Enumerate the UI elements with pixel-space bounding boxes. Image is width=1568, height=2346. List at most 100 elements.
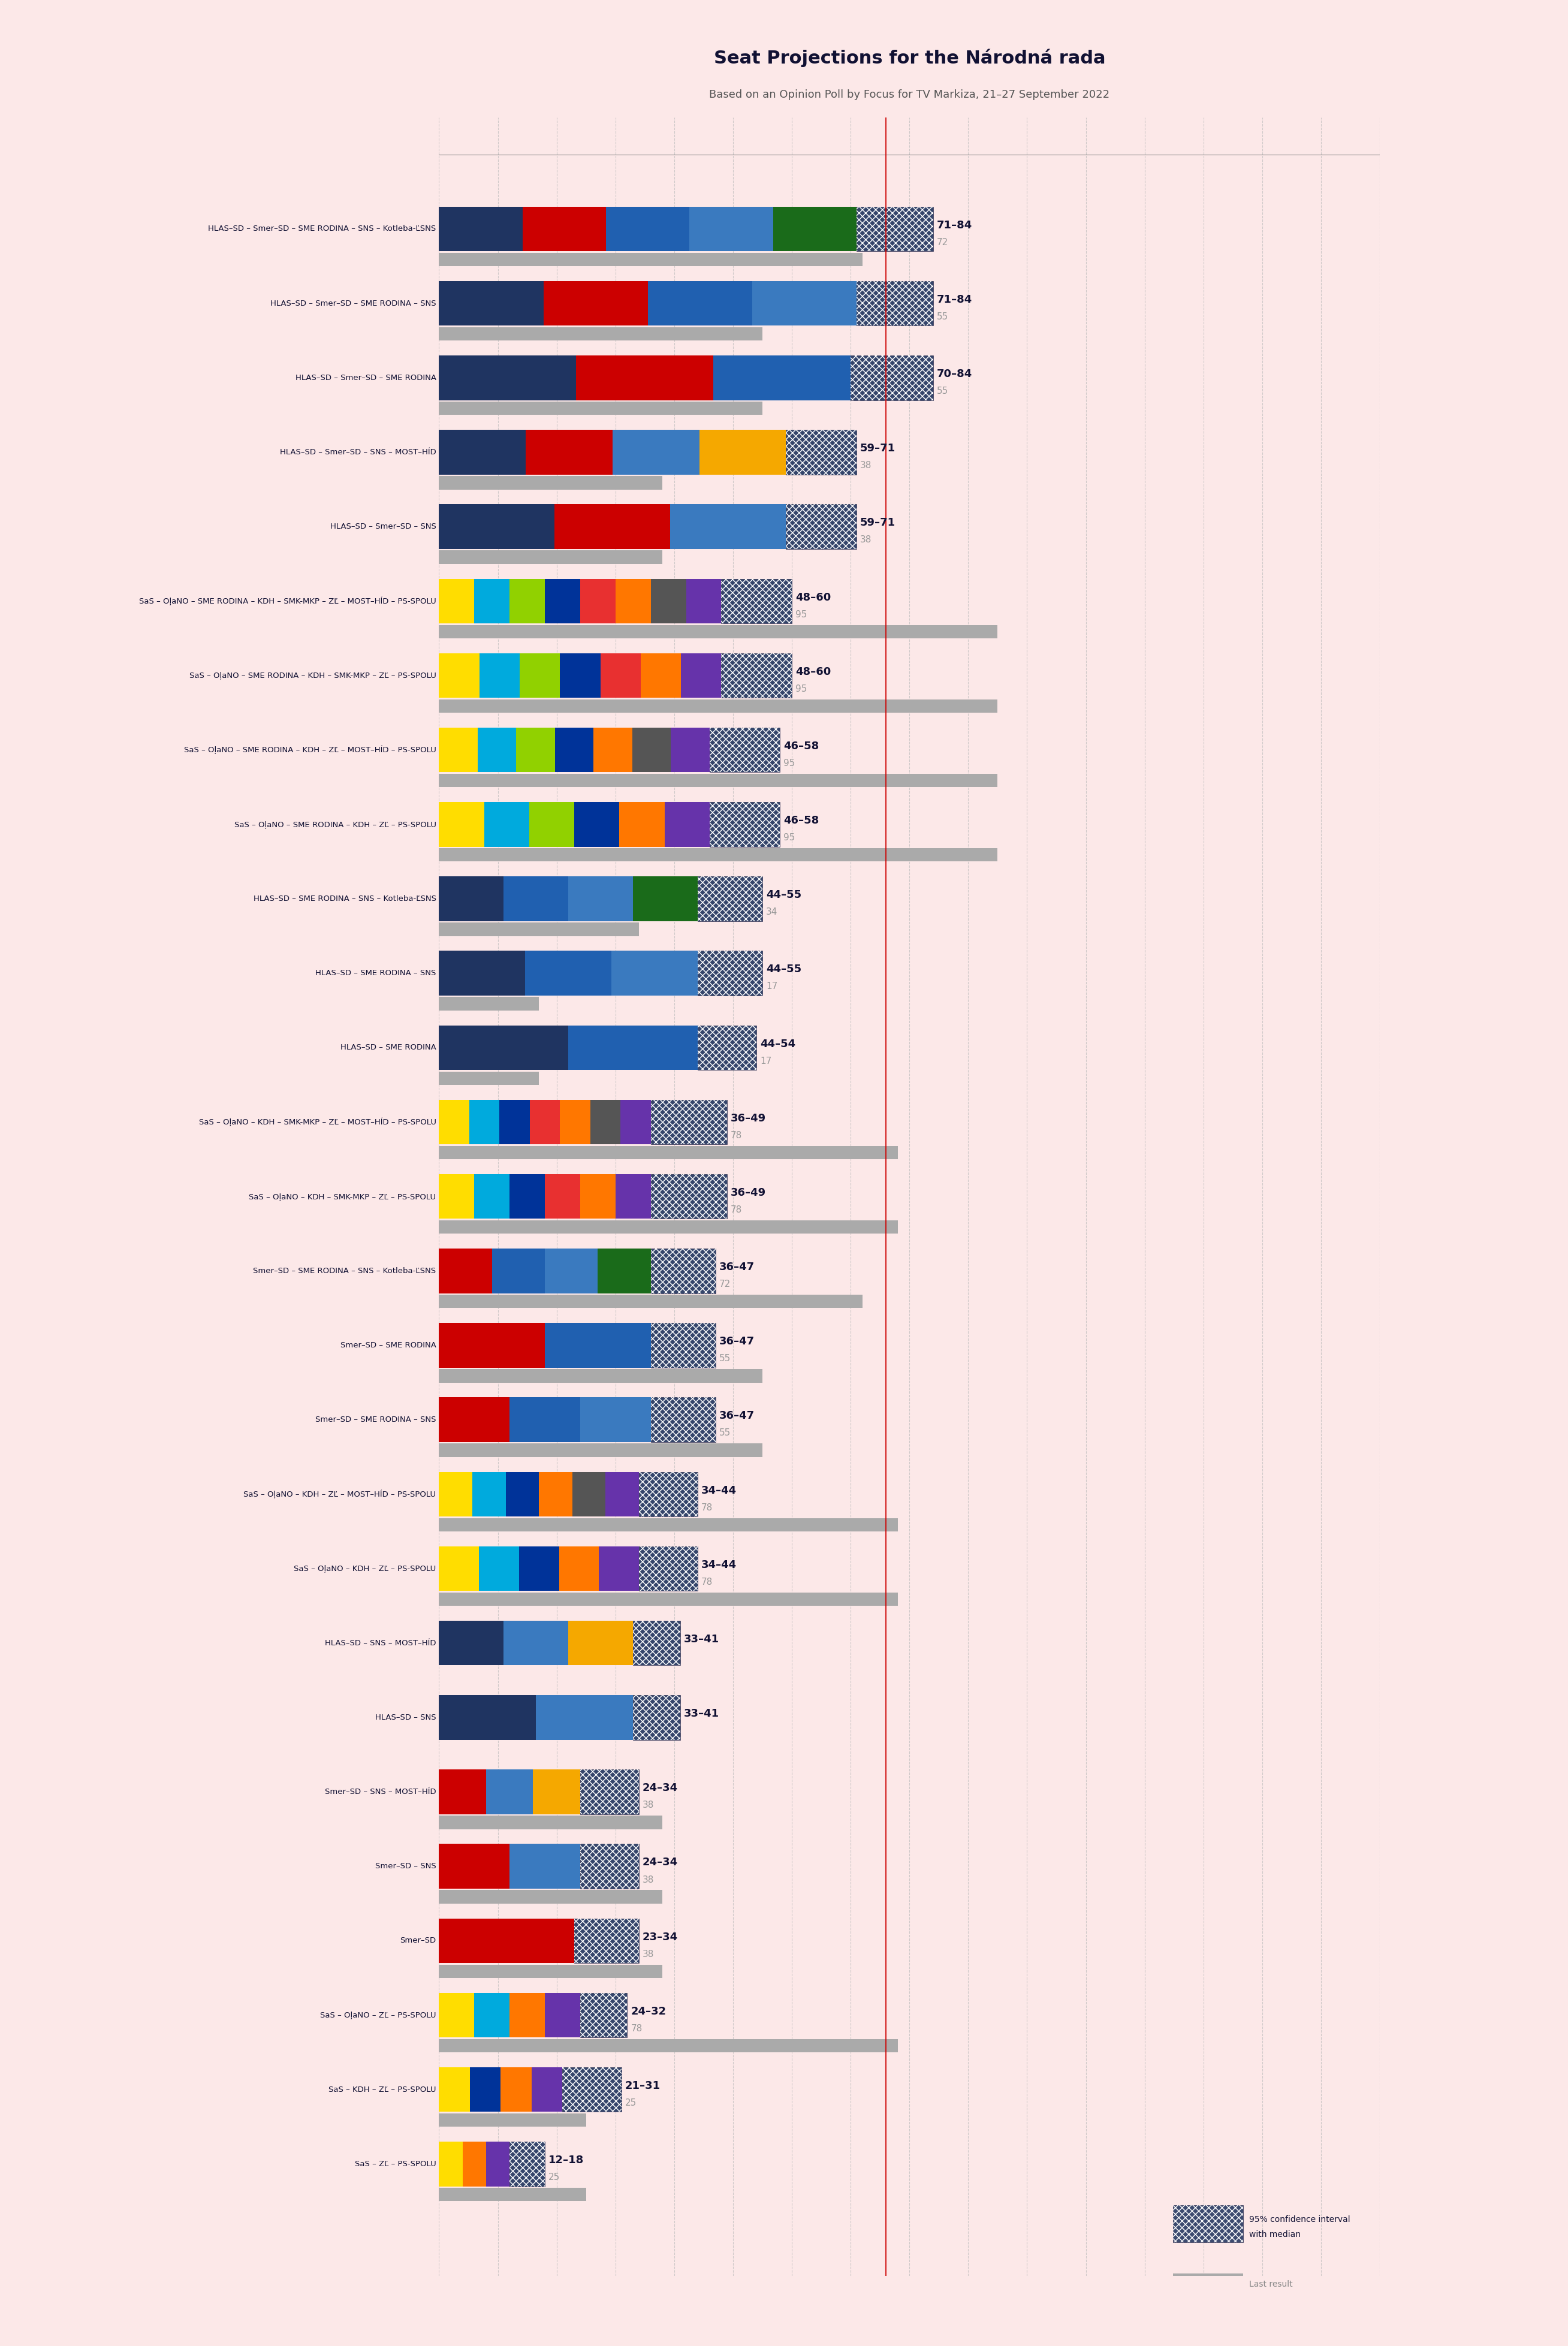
- Bar: [651, 1100, 728, 1145]
- Text: 78: 78: [701, 1504, 713, 1513]
- Text: 44–55: 44–55: [767, 964, 801, 976]
- Text: HLAS–SD – Smer–SD – SNS – MOST–HÍD: HLAS–SD – Smer–SD – SNS – MOST–HÍD: [279, 448, 436, 455]
- Bar: [651, 1100, 728, 1145]
- Bar: [687, 579, 721, 624]
- Bar: [439, 1323, 546, 1368]
- Bar: [492, 1248, 546, 1293]
- Bar: [850, 357, 933, 401]
- Bar: [546, 1173, 580, 1220]
- Bar: [546, 579, 580, 624]
- Text: 72: 72: [720, 1281, 731, 1288]
- Text: Smer–SD: Smer–SD: [400, 1938, 436, 1945]
- Bar: [698, 950, 762, 995]
- Bar: [633, 1621, 681, 1666]
- Text: 71–84: 71–84: [936, 221, 972, 230]
- Bar: [665, 802, 710, 847]
- Bar: [721, 652, 792, 697]
- Bar: [580, 1844, 640, 1889]
- Bar: [439, 579, 474, 624]
- Bar: [439, 551, 662, 563]
- Bar: [698, 877, 762, 922]
- Text: 95: 95: [795, 685, 808, 694]
- Bar: [615, 579, 651, 624]
- Bar: [605, 206, 690, 251]
- Bar: [439, 2114, 586, 2128]
- Bar: [651, 1398, 715, 1443]
- Text: HLAS–SD – Smer–SD – SNS: HLAS–SD – Smer–SD – SNS: [331, 523, 436, 530]
- Bar: [651, 1173, 728, 1220]
- Bar: [850, 357, 933, 401]
- Bar: [516, 727, 555, 772]
- Bar: [510, 1844, 580, 1889]
- Text: 38: 38: [859, 535, 872, 544]
- Bar: [474, 1992, 510, 2036]
- Bar: [555, 504, 671, 549]
- Bar: [648, 282, 753, 326]
- Bar: [439, 357, 577, 401]
- Bar: [1173, 2205, 1243, 2243]
- Bar: [505, 1471, 539, 1516]
- Bar: [651, 1248, 715, 1293]
- Text: 44–55: 44–55: [767, 889, 801, 901]
- Bar: [439, 1816, 662, 1830]
- Bar: [709, 802, 781, 847]
- Bar: [640, 1471, 698, 1516]
- Text: Seat Projections for the Národná rada: Seat Projections for the Národná rada: [713, 49, 1105, 68]
- Bar: [439, 997, 539, 1011]
- Bar: [580, 1769, 640, 1813]
- Bar: [699, 429, 786, 474]
- Bar: [439, 1518, 897, 1532]
- Bar: [721, 652, 792, 697]
- Bar: [597, 1248, 651, 1293]
- Text: HLAS–SD – Smer–SD – SME RODINA: HLAS–SD – Smer–SD – SME RODINA: [295, 373, 436, 382]
- Bar: [580, 1844, 640, 1889]
- Text: 55: 55: [720, 1354, 731, 1363]
- Bar: [530, 802, 574, 847]
- Bar: [640, 1471, 698, 1516]
- Text: 48–60: 48–60: [795, 591, 831, 603]
- Bar: [713, 357, 850, 401]
- Bar: [640, 1546, 698, 1591]
- Bar: [651, 1323, 715, 1368]
- Bar: [569, 1025, 698, 1070]
- Bar: [560, 1100, 590, 1145]
- Bar: [510, 2142, 546, 2186]
- Bar: [580, 1173, 615, 1220]
- Bar: [1173, 2205, 1243, 2243]
- Bar: [439, 504, 555, 549]
- Text: Smer–SD – SNS – MOST–HÍD: Smer–SD – SNS – MOST–HÍD: [325, 1788, 436, 1795]
- Bar: [640, 1546, 698, 1591]
- Bar: [439, 429, 525, 474]
- Bar: [574, 1919, 640, 1964]
- Bar: [439, 1025, 569, 1070]
- Bar: [599, 1546, 640, 1591]
- Text: 78: 78: [731, 1206, 742, 1215]
- Bar: [612, 950, 698, 995]
- Text: 34–44: 34–44: [701, 1560, 737, 1569]
- Text: HLAS–SD – Smer–SD – SME RODINA – SNS – Kotleba-ĽSNS: HLAS–SD – Smer–SD – SME RODINA – SNS – K…: [209, 225, 436, 232]
- Bar: [546, 1248, 597, 1293]
- Bar: [439, 1072, 539, 1084]
- Bar: [651, 1100, 728, 1145]
- Bar: [439, 699, 997, 713]
- Bar: [439, 1546, 480, 1591]
- Bar: [439, 1145, 897, 1159]
- Bar: [786, 429, 856, 474]
- Bar: [500, 2067, 532, 2111]
- Bar: [580, 1398, 651, 1443]
- Bar: [601, 652, 641, 697]
- Bar: [681, 652, 721, 697]
- Bar: [651, 1323, 715, 1368]
- Text: 23–34: 23–34: [643, 1931, 677, 1942]
- Bar: [1173, 2273, 1243, 2292]
- Bar: [530, 1100, 560, 1145]
- Text: 24–32: 24–32: [630, 2006, 666, 2018]
- Bar: [574, 1919, 640, 1964]
- Bar: [439, 950, 525, 995]
- Bar: [525, 429, 613, 474]
- Bar: [439, 802, 485, 847]
- Bar: [621, 1100, 651, 1145]
- Bar: [563, 2067, 621, 2111]
- Text: 34–44: 34–44: [701, 1485, 737, 1497]
- Bar: [439, 877, 503, 922]
